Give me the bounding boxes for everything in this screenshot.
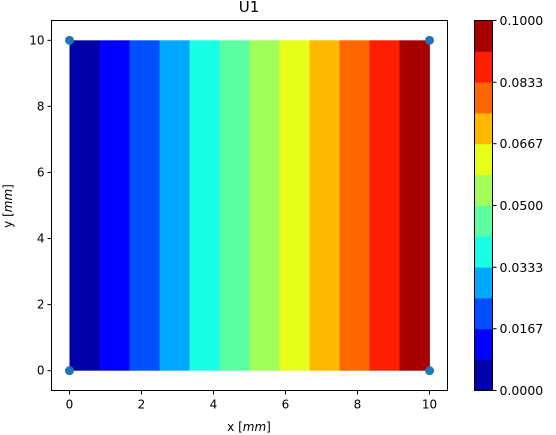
y-tick-label: 10 bbox=[29, 33, 44, 47]
colorbar-ticks: 0.0000 0.0167 0.0333 0.0500 0.0667 0.0833 0.10… bbox=[492, 13, 544, 398]
contour-band-5 bbox=[219, 40, 250, 371]
colorbar-band-0 bbox=[474, 359, 493, 391]
y-tick-label: 4 bbox=[37, 232, 45, 246]
colorbar-band-3 bbox=[474, 267, 493, 299]
x-tick-label: 8 bbox=[354, 398, 362, 412]
x-tick-label: 4 bbox=[210, 398, 218, 412]
colorbar-band-4 bbox=[474, 236, 493, 268]
colorbar-band-2 bbox=[474, 298, 493, 330]
colorbar-bands bbox=[474, 20, 493, 391]
colorbar-tick-label: 0.0167 bbox=[500, 321, 544, 336]
colorbar-tick-label: 0.0000 bbox=[500, 383, 544, 398]
y-tick-label: 2 bbox=[37, 298, 45, 312]
colorbar-band-7 bbox=[474, 143, 493, 176]
plot-area bbox=[51, 20, 448, 391]
colorbar-band-9 bbox=[474, 82, 493, 114]
contour-bands bbox=[69, 40, 430, 371]
y-axis-ticks: 0 2 4 6 8 10 bbox=[29, 33, 52, 378]
x-tick-label: 0 bbox=[66, 398, 74, 412]
y-axis-label: y [mm] bbox=[1, 184, 15, 228]
colorbar-tick-label: 0.0667 bbox=[500, 136, 544, 151]
node-marker bbox=[65, 366, 74, 376]
colorbar-tick-label: 0.0500 bbox=[500, 198, 544, 213]
colorbar-band-11 bbox=[474, 20, 493, 52]
colorbar: 0.0000 0.0167 0.0333 0.0500 0.0667 0.0833 0.10… bbox=[474, 13, 544, 398]
contour-band-3 bbox=[159, 40, 190, 371]
y-tick-label: 0 bbox=[37, 364, 45, 378]
x-tick-label: 6 bbox=[282, 398, 290, 412]
contour-band-1 bbox=[99, 40, 130, 371]
y-tick-label: 6 bbox=[37, 165, 45, 179]
contour-band-11 bbox=[399, 40, 430, 371]
colorbar-band-1 bbox=[474, 328, 493, 361]
colorbar-band-5 bbox=[474, 205, 493, 237]
contour-band-9 bbox=[339, 40, 370, 371]
contour-band-8 bbox=[309, 40, 340, 371]
contour-band-6 bbox=[249, 40, 280, 371]
node-marker bbox=[65, 35, 74, 45]
node-marker bbox=[425, 35, 434, 45]
x-tick-label: 10 bbox=[422, 398, 437, 412]
contour-band-10 bbox=[369, 40, 400, 371]
y-axis-unit: mm bbox=[1, 189, 15, 212]
colorbar-tick-label: 0.1000 bbox=[500, 13, 544, 28]
x-axis-label: x [mm] bbox=[227, 420, 271, 434]
node-markers bbox=[65, 35, 434, 376]
colorbar-band-6 bbox=[474, 174, 493, 206]
x-axis-ticks: 0 2 4 6 8 10 bbox=[66, 390, 437, 412]
contour-band-0 bbox=[69, 40, 100, 371]
colorbar-band-10 bbox=[474, 51, 493, 83]
x-axis-unit: mm bbox=[243, 420, 266, 434]
contour-band-4 bbox=[189, 40, 220, 371]
x-tick-label: 2 bbox=[138, 398, 146, 412]
colorbar-band-8 bbox=[474, 113, 493, 145]
y-tick-label: 8 bbox=[37, 99, 45, 113]
contour-band-7 bbox=[279, 40, 310, 371]
chart-title: U1 bbox=[239, 0, 260, 16]
node-marker bbox=[425, 366, 434, 376]
contour-band-2 bbox=[129, 40, 160, 371]
colorbar-tick-label: 0.0833 bbox=[500, 75, 544, 90]
plot-frame bbox=[51, 20, 448, 391]
colorbar-tick-label: 0.0333 bbox=[500, 260, 544, 275]
